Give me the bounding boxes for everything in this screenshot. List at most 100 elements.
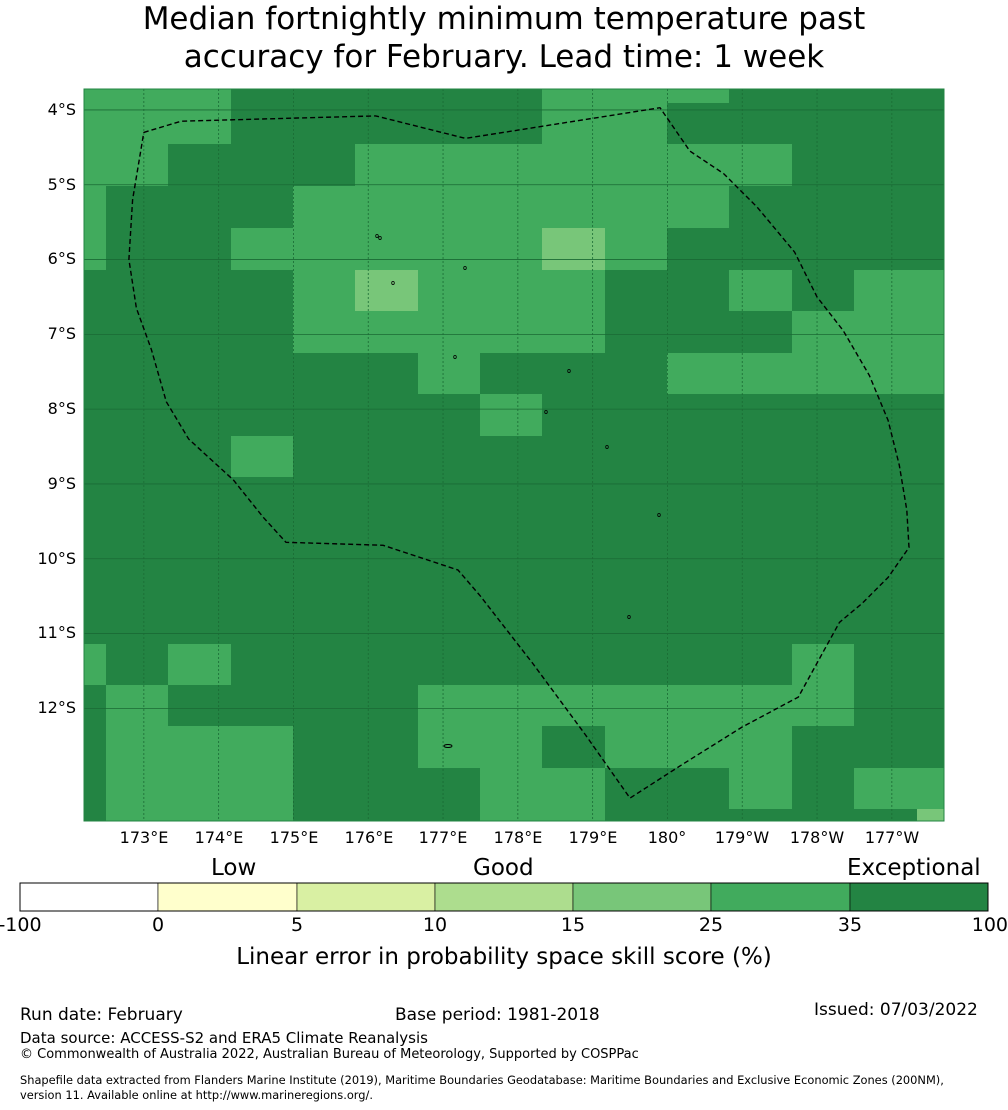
island — [657, 513, 661, 518]
colorbar-tick: 35 — [837, 914, 863, 936]
lat-label: 6°S — [47, 249, 76, 268]
copyright: © Commonwealth of Australia 2022, Austra… — [20, 1047, 639, 1062]
lon-label: 177°E — [418, 828, 468, 847]
map-frame — [83, 88, 945, 822]
skill-cell — [293, 270, 355, 311]
skill-cell — [84, 89, 231, 103]
colorbar-tick: 5 — [290, 914, 304, 936]
skill-cell — [480, 809, 605, 821]
chart-title: Median fortnightly minimum temperature p… — [0, 0, 1008, 76]
colorbar-outline — [19, 882, 989, 912]
skill-cell — [84, 186, 106, 228]
island — [544, 409, 548, 414]
run-date: Run date: February — [20, 1005, 183, 1025]
colorbar-tick: 0 — [151, 914, 165, 936]
colorbar-segment — [157, 882, 298, 912]
skill-cell — [542, 103, 667, 144]
lat-label: 4°S — [47, 100, 76, 119]
skill-cell — [854, 768, 944, 809]
skill-cell — [84, 144, 168, 186]
skill-cell — [106, 809, 293, 821]
skill-cell — [84, 228, 106, 270]
skill-cell — [480, 394, 542, 436]
islands — [375, 233, 661, 748]
island — [605, 444, 609, 449]
island — [378, 235, 382, 240]
title-line-1: Median fortnightly minimum temperature p… — [142, 1, 866, 37]
shapefile-credit-line-1: Shapefile data extracted from Flanders M… — [20, 1073, 944, 1087]
skill-cell — [480, 768, 605, 809]
colorbar-tick: -100 — [0, 914, 42, 936]
lon-label: 178°W — [789, 828, 845, 847]
skill-cell — [418, 726, 542, 768]
skill-cell — [605, 228, 667, 270]
eez-boundary — [128, 106, 910, 800]
colorbar-tick: 25 — [698, 914, 724, 936]
data-source: Data source: ACCESS-S2 and ERA5 Climate … — [20, 1029, 428, 1047]
lat-label: 9°S — [47, 474, 76, 493]
colorbar-category-low: Low — [211, 855, 257, 881]
colorbar-segment — [710, 882, 851, 912]
lon-label: 179°E — [568, 828, 618, 847]
lat-label: 8°S — [47, 399, 76, 418]
skill-cell — [84, 103, 231, 144]
skill-cell — [729, 270, 792, 311]
skill-cell — [729, 768, 792, 809]
island — [463, 265, 467, 270]
skill-cell — [231, 228, 542, 270]
colorbar-tick: 100 — [971, 914, 1008, 936]
graticule — [84, 89, 944, 821]
base-period: Base period: 1981-2018 — [395, 1005, 600, 1025]
skill-cell — [231, 436, 293, 477]
island — [375, 233, 379, 238]
lon-label: 175°E — [269, 828, 319, 847]
island — [453, 354, 457, 359]
island — [567, 368, 571, 373]
issued-date: Issued: 07/03/2022 — [814, 1000, 978, 1020]
skill-cell — [917, 809, 944, 821]
lon-label: 174°E — [194, 828, 244, 847]
colorbar-segment — [296, 882, 436, 912]
colorbar-label: Linear error in probability space skill … — [236, 944, 772, 970]
island — [391, 280, 395, 285]
colorbar-category-exceptional: Exceptional — [847, 855, 981, 881]
lon-label: 176°E — [344, 828, 394, 847]
skill-cell — [106, 685, 168, 726]
skill-cell — [293, 311, 605, 353]
title-line-2: accuracy for February. Lead time: 1 week — [183, 39, 825, 75]
skill-cell — [168, 644, 231, 685]
colorbar-tick: 10 — [422, 914, 448, 936]
lon-label: 177°W — [864, 828, 920, 847]
lon-label: 178°E — [493, 828, 543, 847]
colorbar-segment — [572, 882, 712, 912]
skill-cell — [605, 726, 792, 768]
lon-label: 180° — [647, 828, 687, 847]
skill-cell — [792, 311, 944, 353]
shapefile-credit-line-2: version 11. Available online at http://w… — [20, 1088, 373, 1102]
lat-label: 10°S — [37, 549, 76, 568]
skill-cell — [106, 768, 293, 809]
skill-cell — [293, 186, 729, 228]
skill-cell — [792, 644, 854, 685]
colorbar-segment — [849, 882, 989, 912]
skill-cell — [418, 685, 854, 726]
colorbar-tick: 15 — [560, 914, 586, 936]
colorbar — [19, 882, 989, 912]
skill-cell — [542, 89, 729, 103]
island — [627, 615, 631, 620]
skill-cell — [355, 270, 418, 311]
skill-cell — [418, 270, 605, 311]
lat-label: 12°S — [37, 698, 76, 717]
lat-label: 11°S — [37, 623, 76, 642]
colorbar-segment — [434, 882, 574, 912]
colorbar-category-good: Good — [473, 855, 534, 881]
skill-cell — [854, 270, 944, 311]
skill-cell — [667, 353, 944, 394]
skill-cell — [84, 644, 106, 685]
skill-cell — [355, 144, 792, 186]
skill-cell — [542, 228, 605, 270]
skill-cell — [418, 353, 480, 394]
lat-label: 7°S — [47, 324, 76, 343]
colorbar-segment — [19, 882, 159, 912]
